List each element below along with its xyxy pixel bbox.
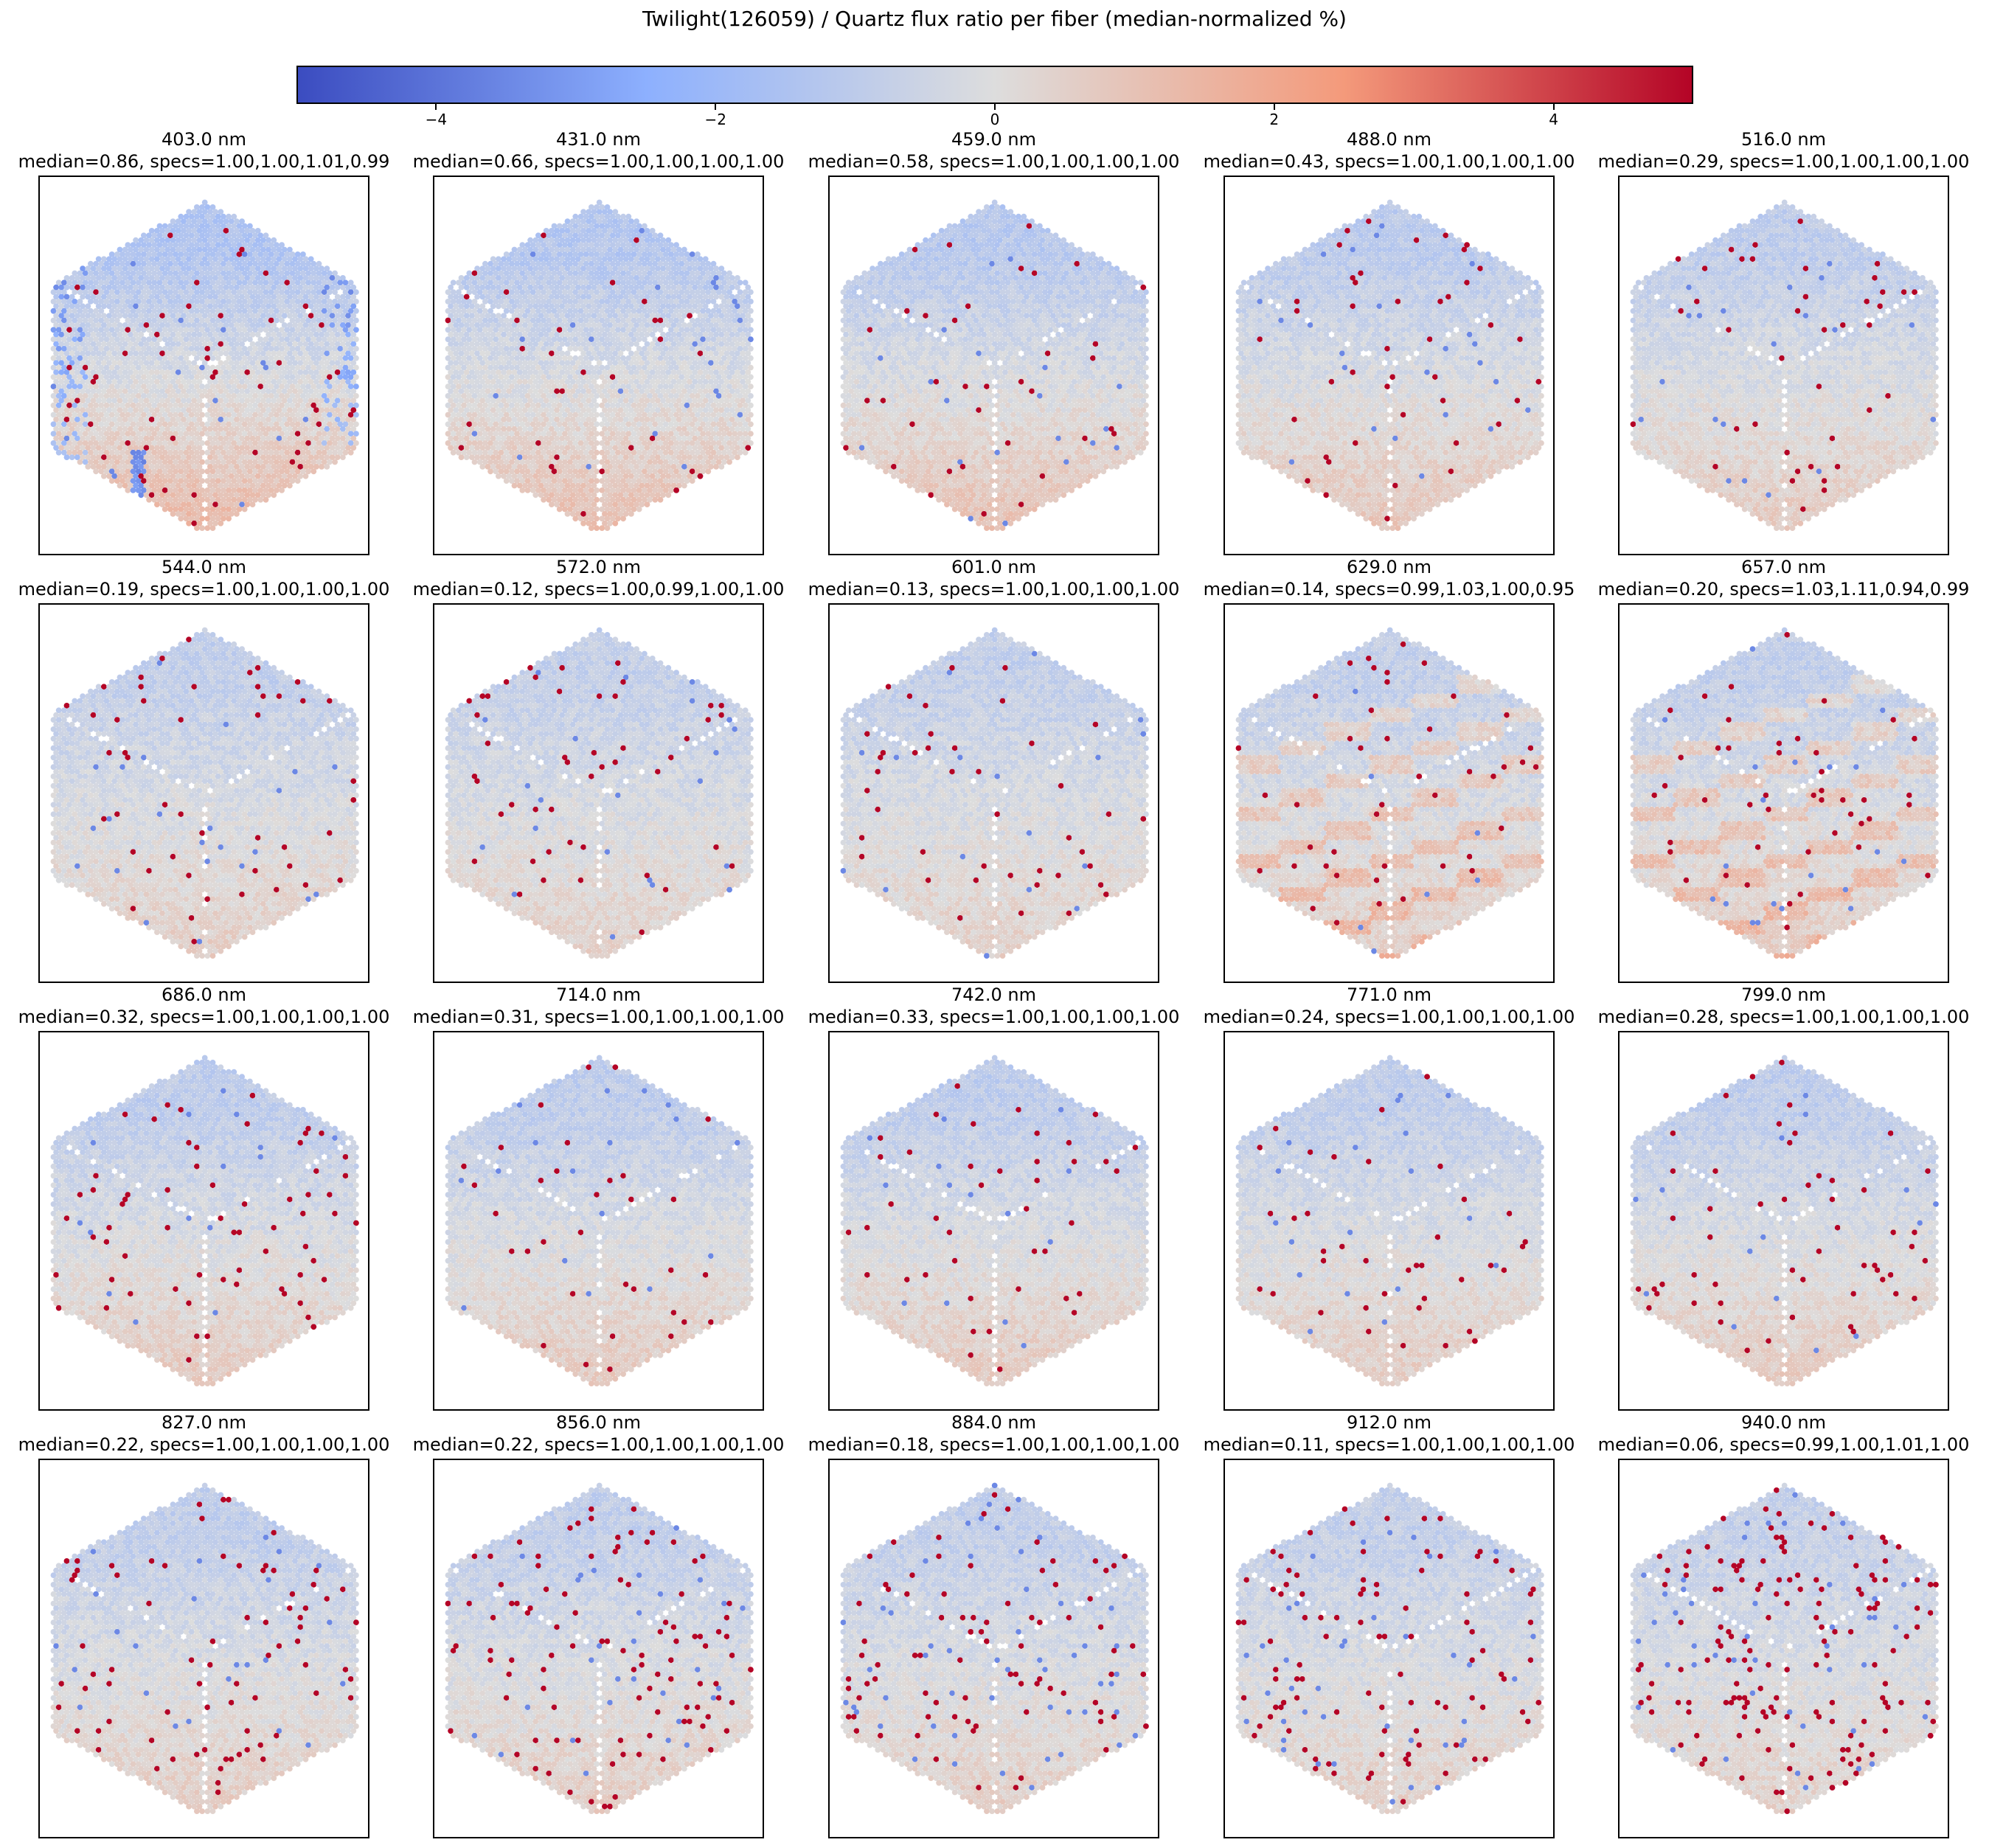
fiber-map xyxy=(40,177,371,557)
fiber-cell xyxy=(131,487,136,493)
fiber-map-panel xyxy=(433,176,764,555)
fiber-cell xyxy=(186,521,192,527)
fiber-cell xyxy=(295,478,301,484)
fiber-cell xyxy=(319,464,324,470)
fiber-cell xyxy=(101,473,107,479)
panel-wavelength-label: 403.0 nm xyxy=(0,128,411,150)
colorbar-tick-label: 0 xyxy=(965,110,1024,129)
fiber-cell xyxy=(303,473,309,479)
fiber-cell xyxy=(199,525,205,531)
fiber-cell xyxy=(324,464,330,470)
fiber-cell xyxy=(117,483,123,489)
fiber-cell xyxy=(109,478,115,484)
fiber-cell xyxy=(125,487,131,493)
fiber-cell xyxy=(234,511,240,517)
fiber-cell xyxy=(226,515,232,521)
fiber-cell xyxy=(287,483,293,489)
fiber-map-panel xyxy=(38,176,369,555)
fiber-cell xyxy=(242,507,248,513)
fiber-cell xyxy=(310,468,316,474)
fiber-cell xyxy=(218,521,223,527)
fiber-cell xyxy=(348,450,354,456)
fiber-cell xyxy=(340,454,346,460)
colorbar-tick-label: 4 xyxy=(1524,110,1583,129)
fiber-cell xyxy=(162,507,168,513)
fiber-cell xyxy=(77,459,83,465)
fiber-cell xyxy=(170,511,176,517)
panel-stats-label: median=0.66, specs=1.00,1.00,1.00,1.00 xyxy=(392,150,805,173)
fiber-cell xyxy=(496,303,501,309)
fiber-cell xyxy=(210,355,216,361)
fiber-cell xyxy=(64,454,70,460)
colorbar-tick-label: −2 xyxy=(686,110,745,129)
fiber-cell xyxy=(271,492,277,498)
fiber-cell xyxy=(210,525,216,531)
colorbar-tick xyxy=(994,104,996,110)
colorbar-tick xyxy=(715,104,716,110)
colorbar-tick xyxy=(1274,104,1275,110)
colorbar: −4 −2 0 2 4 xyxy=(296,66,1693,104)
colorbar-tick xyxy=(1553,104,1555,110)
fiber-map xyxy=(434,177,766,557)
fiber-cell xyxy=(263,497,269,503)
fiber-cell xyxy=(332,459,338,465)
fiber-cell xyxy=(93,468,99,474)
fiber-cell xyxy=(279,487,285,493)
fiber-cell xyxy=(154,501,160,507)
fiber-cell xyxy=(572,346,578,352)
fiber-cell xyxy=(138,492,144,498)
panel-wavelength-label: 431.0 nm xyxy=(392,128,805,150)
fiber-cell xyxy=(56,450,62,456)
colorbar-tick-label: 2 xyxy=(1245,110,1304,129)
fiber-cell xyxy=(257,497,263,503)
fiber-cell xyxy=(250,501,256,507)
fiber-cell xyxy=(178,515,184,521)
figure-title: Twilight(126059) / Quartz flux ratio per… xyxy=(0,4,1989,34)
colorbar-gradient xyxy=(296,66,1693,104)
fiber-cell xyxy=(204,525,210,531)
panel-stats-label: median=0.86, specs=1.00,1.00,1.01,0.99 xyxy=(0,150,411,173)
colorbar-tick-label: −4 xyxy=(406,110,465,129)
colorbar-tick xyxy=(435,104,437,110)
fiber-cell xyxy=(194,525,200,531)
fiber-cell xyxy=(69,454,75,460)
fiber-cell xyxy=(85,464,91,470)
fiber-cell xyxy=(146,497,152,503)
